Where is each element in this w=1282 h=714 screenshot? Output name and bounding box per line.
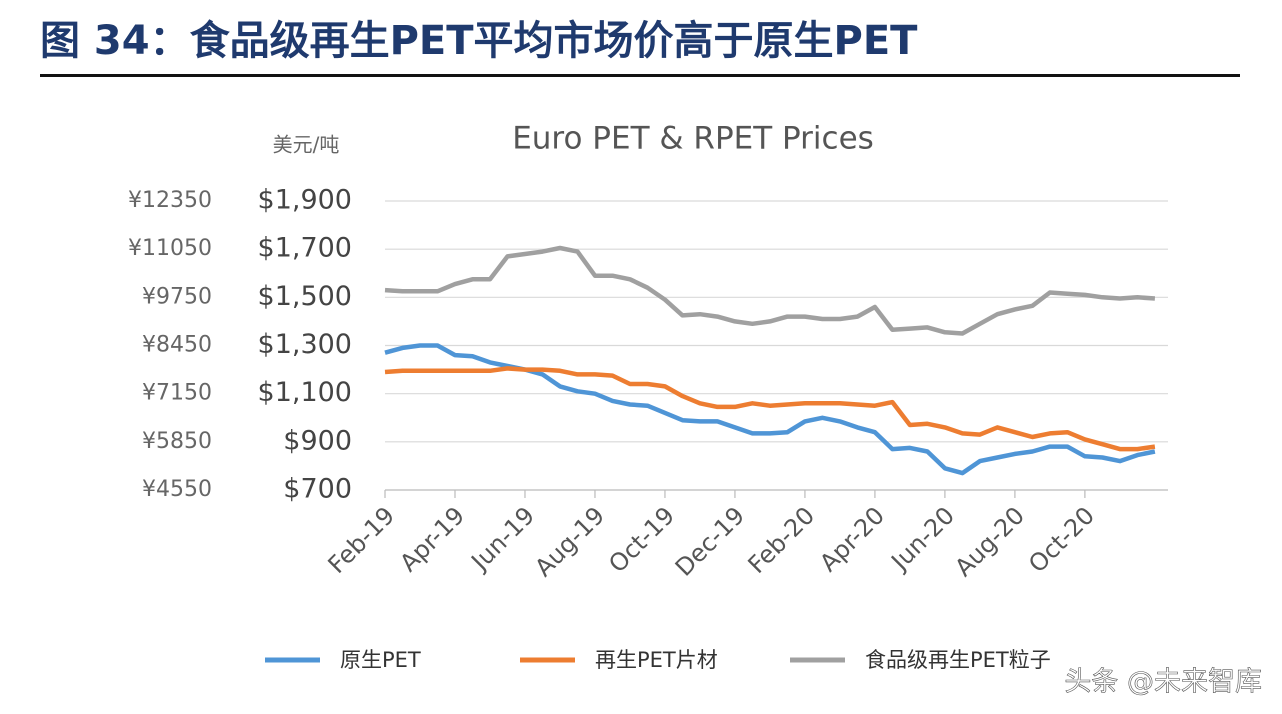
y-tick-label: $1,700 <box>258 233 352 264</box>
x-tick-label: Jun-20 <box>885 501 960 576</box>
y-tick-label: $700 <box>283 474 352 505</box>
watermark: 头条 @未来智库 <box>1064 667 1262 698</box>
series-line <box>384 245 1156 336</box>
y2-tick-label: ¥9750 <box>142 284 212 309</box>
x-tick-label: Dec-19 <box>670 501 750 581</box>
y2-tick-label: ¥12350 <box>128 188 212 213</box>
x-tick-label: Aug-19 <box>530 501 611 582</box>
y2-tick-label: ¥11050 <box>128 236 212 261</box>
y2-tick-label: ¥7150 <box>142 381 212 406</box>
x-tick-label: Feb-20 <box>743 501 821 579</box>
chart-title: Euro PET & RPET Prices <box>512 121 874 157</box>
series-line <box>384 343 1156 476</box>
y2-tick-label: ¥4550 <box>142 477 212 502</box>
y-tick-label: $900 <box>283 425 352 456</box>
x-tick-label: Oct-19 <box>603 501 680 578</box>
series-line <box>384 366 1156 452</box>
x-tick-label: Jun-19 <box>465 501 540 576</box>
y2-tick-label: ¥5850 <box>142 429 212 454</box>
y-tick-label: $1,300 <box>258 329 352 360</box>
y-axis-label: 美元/吨 <box>273 133 340 157</box>
x-tick-label: Feb-19 <box>323 501 401 579</box>
legend-label: 再生PET片材 <box>595 648 718 672</box>
y-tick-label: $1,900 <box>258 185 352 216</box>
y-tick-label: $1,500 <box>258 281 352 312</box>
y-tick-label: $1,100 <box>258 377 352 408</box>
figure-title: 图 34：食品级再生PET平均市场价高于原生PET <box>40 18 918 64</box>
legend-label: 原生PET <box>340 648 421 672</box>
legend-label: 食品级再生PET粒子 <box>865 648 1051 672</box>
x-tick-label: Oct-20 <box>1023 501 1100 578</box>
y2-tick-label: ¥8450 <box>142 333 212 358</box>
title-rule <box>40 74 1240 77</box>
x-tick-label: Apr-20 <box>814 501 890 577</box>
x-tick-label: Apr-19 <box>394 501 470 577</box>
x-tick-label: Aug-20 <box>949 501 1030 582</box>
